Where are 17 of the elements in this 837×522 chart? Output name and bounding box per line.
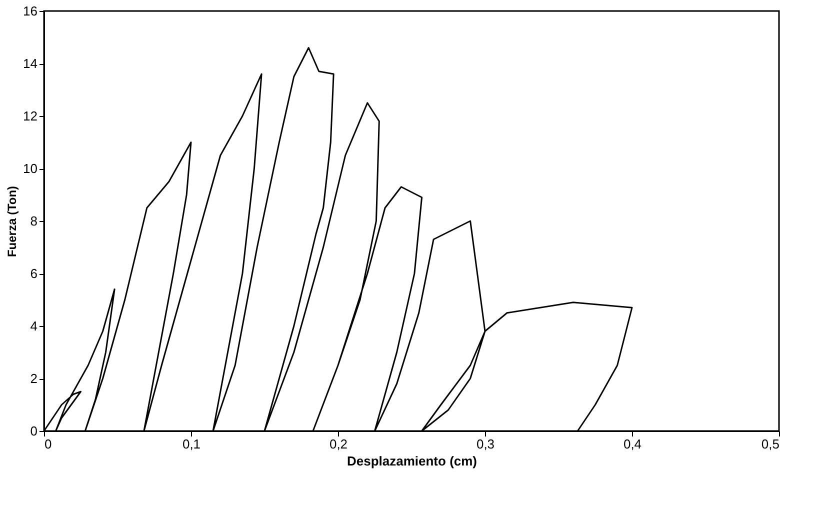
x-tick-label: 0,4 (623, 436, 642, 452)
x-tick-label: 0,5 (761, 436, 780, 452)
y-tick-label: 14 (23, 56, 38, 71)
y-tick-label: 4 (30, 318, 38, 334)
y-tick-label: 2 (30, 371, 38, 386)
y-axis-title: Fuerza (Ton) (5, 186, 20, 258)
x-tick-label: 0,1 (182, 436, 201, 452)
y-tick-label: 6 (30, 266, 38, 281)
x-tick-label: 0,3 (476, 436, 495, 452)
x-tick-label: 0,2 (329, 436, 348, 452)
y-tick-label: 8 (30, 214, 38, 228)
y-tick-label: 10 (23, 161, 38, 176)
x-axis-title: Desplazamiento (cm) (346, 454, 478, 468)
x-tick-label: 0 (44, 436, 52, 452)
y-tick-label: 16 (23, 4, 38, 18)
y-tick-label: 0 (30, 424, 38, 438)
y-tick-label: 12 (23, 108, 38, 124)
